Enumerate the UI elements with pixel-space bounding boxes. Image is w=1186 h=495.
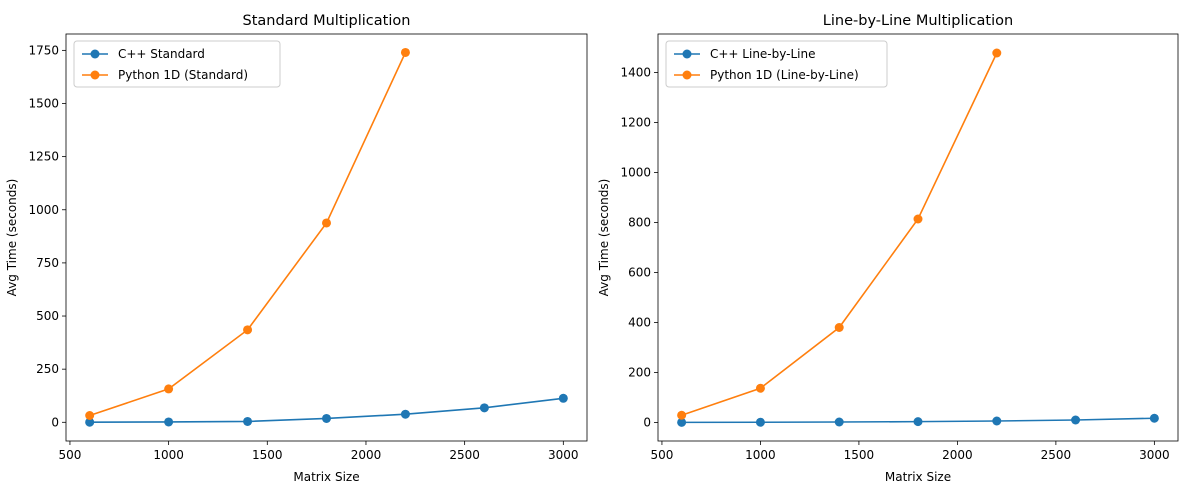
- legend: C++ Standard Python 1D (Standard): [73, 40, 281, 88]
- x-axis-label: Matrix Size: [293, 470, 359, 484]
- data-point: [85, 417, 95, 427]
- y-tick-label: 200: [628, 366, 651, 380]
- data-point: [755, 417, 765, 427]
- data-point: [992, 48, 1002, 58]
- legend-box: [665, 40, 888, 88]
- y-tick-label: 400: [628, 316, 651, 330]
- data-point: [755, 383, 765, 393]
- data-point: [992, 416, 1002, 426]
- data-point: [243, 325, 253, 335]
- legend-label-2: Python 1D (Line-by-Line): [710, 68, 859, 82]
- data-point: [322, 218, 331, 228]
- chart-panel-1: Standard Multiplication 500 1000 1500 2000 25…: [5, 13, 588, 484]
- data-point: [677, 410, 687, 420]
- y-tick-label: 0: [643, 416, 651, 430]
- x-axis-label: Matrix Size: [885, 470, 951, 484]
- x-tick-label: 1500: [252, 448, 283, 462]
- chart-panel-2: Line-by-Line Multiplication 500 1000 1500 20…: [597, 13, 1179, 484]
- data-point: [1149, 413, 1159, 423]
- y-tick-label: 1500: [28, 96, 59, 110]
- legend: C++ Line-by-Line Python 1D (Line-by-Line): [665, 40, 888, 88]
- x-tick-label: 3000: [1139, 448, 1170, 462]
- data-point: [1071, 415, 1081, 425]
- x-tick-label: 2000: [351, 448, 382, 462]
- x-tick-label: 2500: [449, 448, 480, 462]
- data-point: [164, 417, 174, 427]
- x-tick-label: 1500: [844, 448, 875, 462]
- data-point: [243, 416, 253, 426]
- legend-marker-1: [682, 49, 692, 59]
- data-point: [164, 384, 174, 394]
- chart-title: Standard Multiplication: [243, 13, 411, 29]
- y-tick-label: 750: [36, 256, 59, 270]
- legend-box: [73, 40, 281, 88]
- y-tick-label: 1400: [620, 66, 651, 80]
- data-point: [479, 403, 489, 413]
- data-point: [322, 413, 331, 423]
- data-point: [85, 410, 95, 420]
- plot-frame: [657, 33, 1179, 442]
- x-tick-label: 2000: [942, 448, 973, 462]
- y-tick-label: 1200: [620, 116, 651, 130]
- x-tick-label: 2500: [1041, 448, 1072, 462]
- y-tick-label: 1000: [28, 203, 59, 217]
- x-tick-label: 500: [650, 448, 673, 462]
- series-line-2: [681, 52, 998, 417]
- data-point: [400, 409, 410, 419]
- plot-frame: [65, 33, 588, 442]
- legend-marker-2: [682, 70, 692, 80]
- x-tick-label: 3000: [548, 448, 579, 462]
- x-tick-label: 500: [58, 448, 81, 462]
- series-line-2: [89, 52, 407, 417]
- data-point: [834, 323, 844, 332]
- y-tick-label: 600: [628, 266, 651, 280]
- legend-label-2: Python 1D (Standard): [118, 68, 248, 82]
- data-point: [913, 417, 923, 427]
- legend-label-1: C++ Standard: [118, 47, 205, 61]
- data-point: [400, 47, 410, 57]
- data-point: [913, 214, 923, 224]
- data-point: [834, 417, 844, 427]
- y-tick-label: 0: [51, 415, 59, 429]
- legend-marker-1: [90, 49, 100, 59]
- y-tick-label: 1000: [620, 166, 651, 180]
- data-point: [677, 417, 687, 427]
- y-tick-label: 800: [628, 216, 651, 230]
- y-tick-label: 1250: [28, 150, 59, 164]
- chart-title: Line-by-Line Multiplication: [823, 13, 1013, 29]
- y-tick-label: 500: [36, 309, 59, 323]
- y-tick-label: 250: [36, 362, 59, 376]
- data-point: [558, 393, 568, 403]
- y-axis-label: Avg Time (seconds): [5, 179, 19, 297]
- y-axis-label: Avg Time (seconds): [597, 179, 611, 297]
- legend-label-1: C++ Line-by-Line: [710, 47, 816, 61]
- x-tick-label: 1000: [745, 448, 776, 462]
- y-tick-label: 1750: [28, 43, 59, 57]
- x-tick-label: 1000: [153, 448, 184, 462]
- legend-marker-2: [90, 70, 100, 80]
